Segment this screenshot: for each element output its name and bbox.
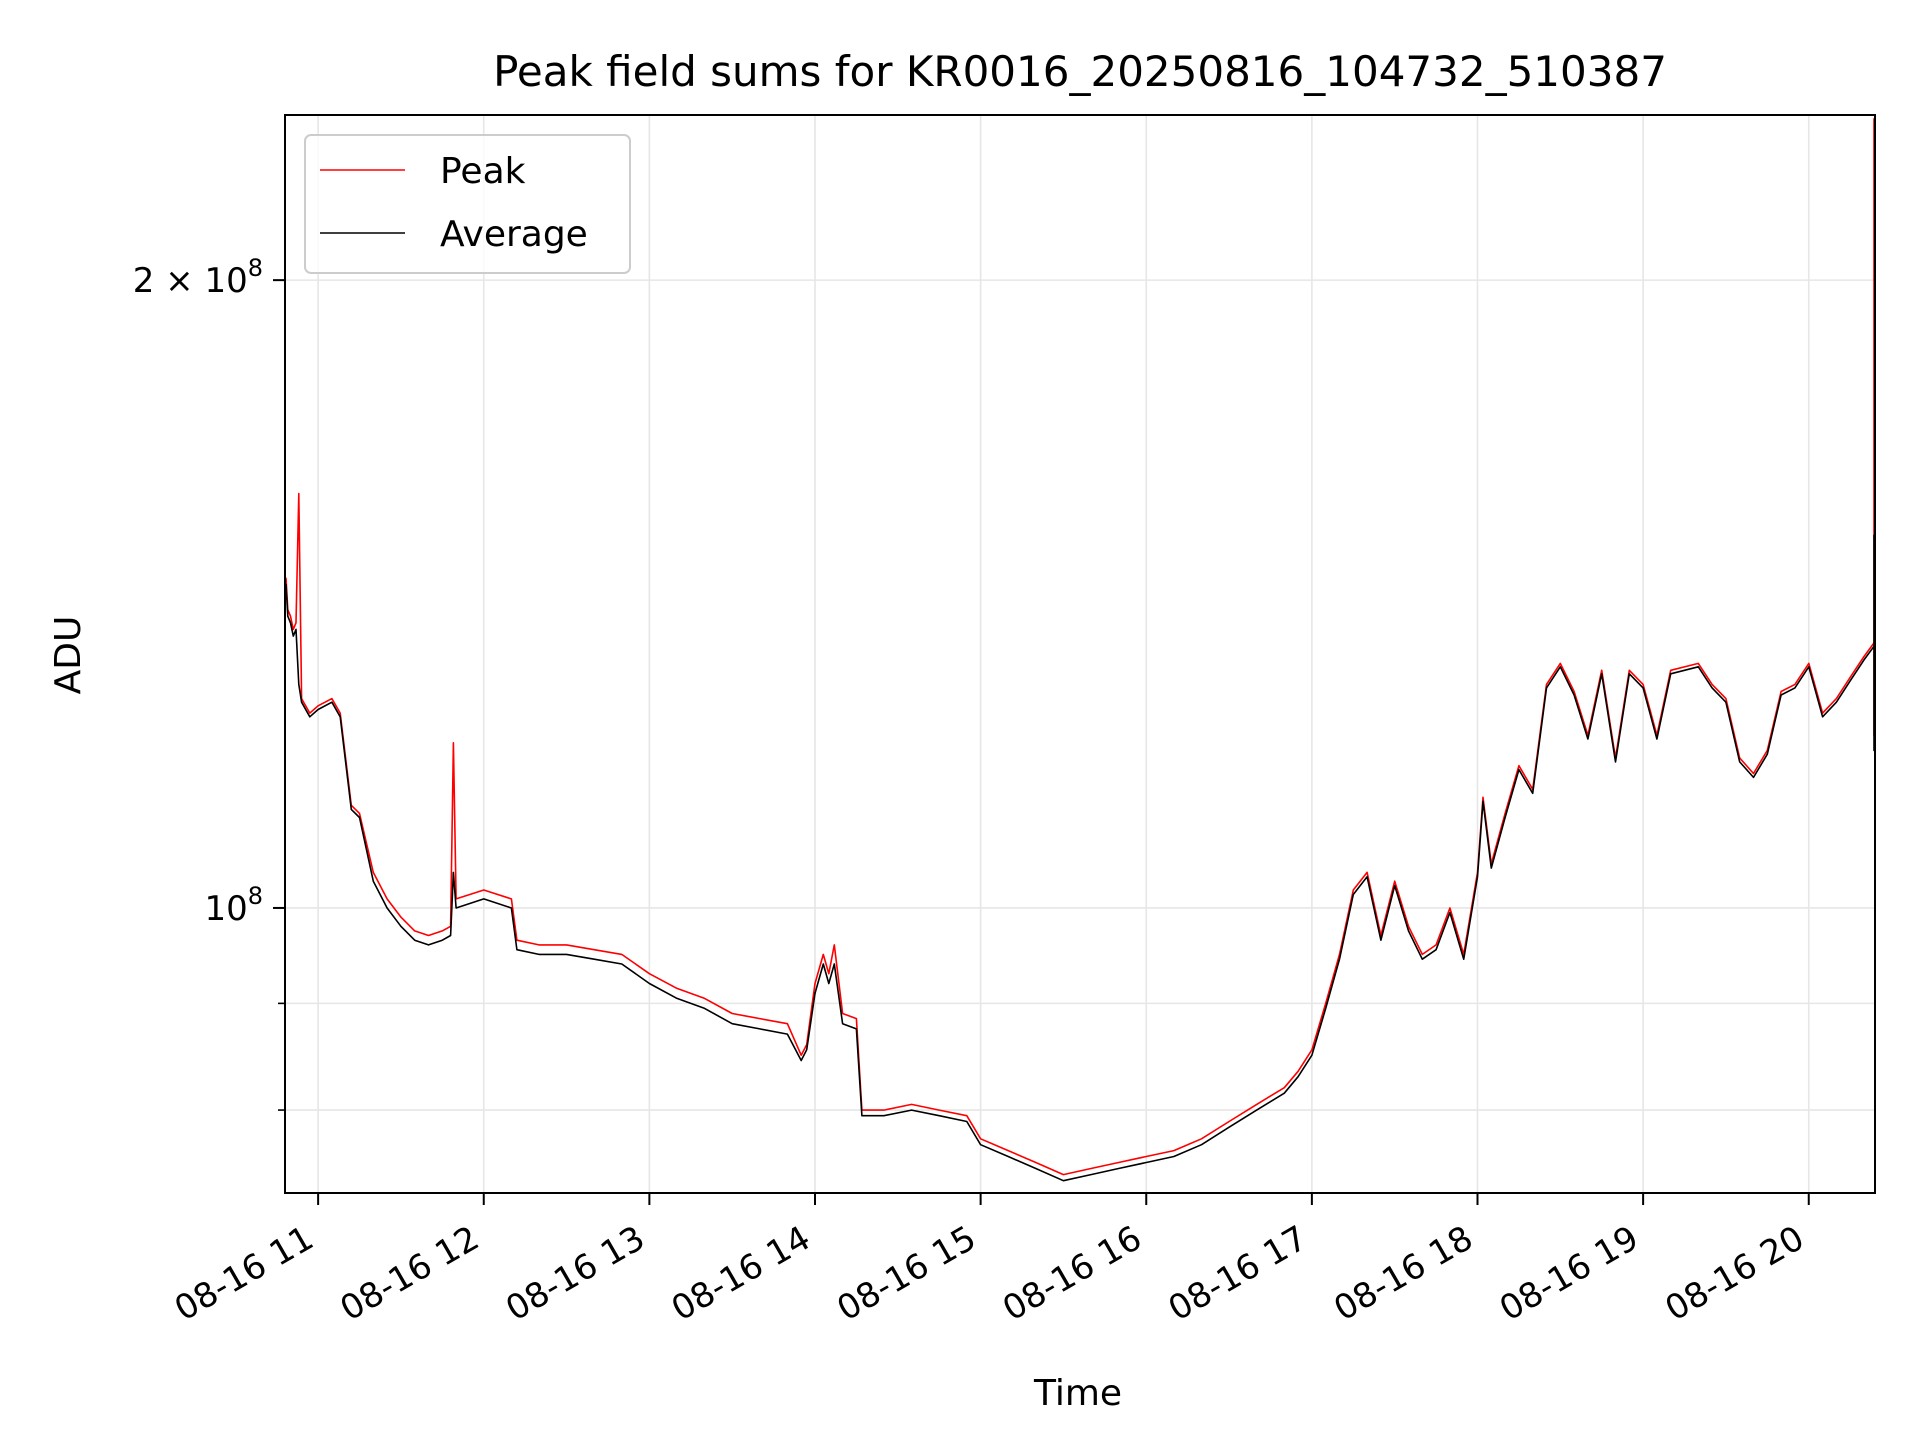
series-line-average [285,534,1875,1182]
grid-lines [285,115,1875,1193]
y-tick-label: 2 × 108 [133,254,263,301]
y-tick-label: 108 [204,882,263,929]
y-axis-ticks: 108 2 × 108 [133,254,285,1111]
y-axis-label: ADU [48,616,89,695]
chart-title: Peak field sums for KR0016_20250816_1047… [493,47,1667,96]
series-lines [285,118,1875,1182]
plot-frame [284,114,1876,1194]
legend-label-peak: Peak [440,151,526,192]
x-axis-label: Time [1033,1373,1122,1414]
legend-label-average: Average [440,214,588,255]
legend: Peak Average [304,134,631,274]
